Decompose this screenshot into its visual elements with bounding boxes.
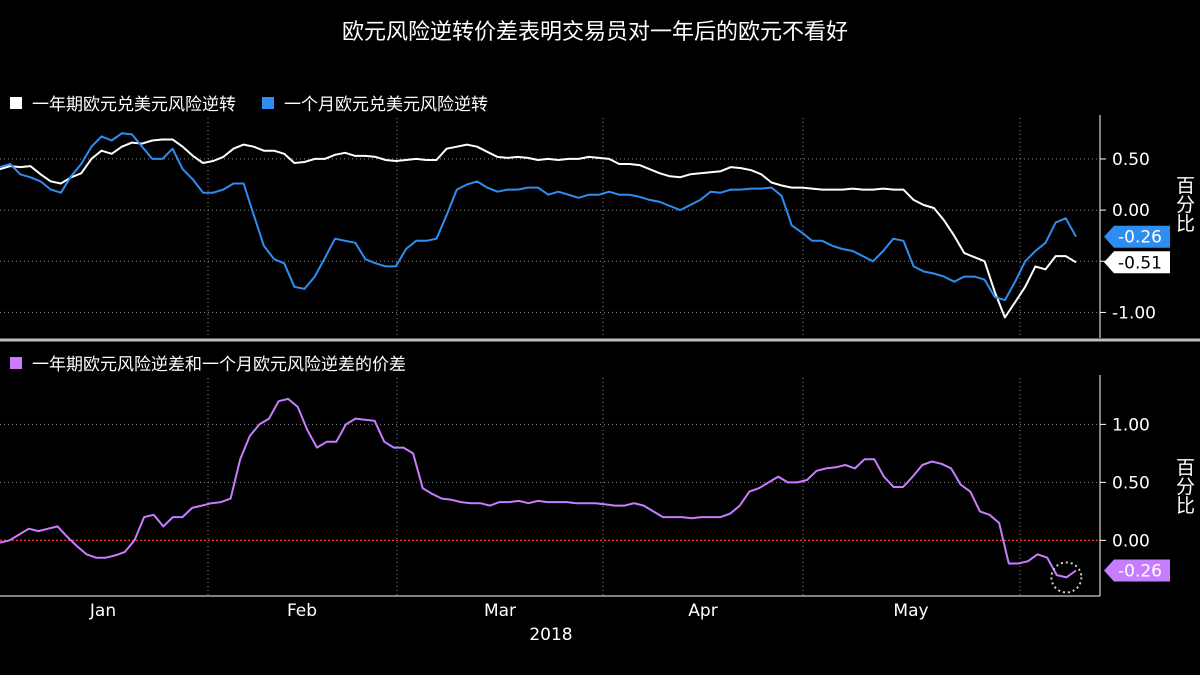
xtick-label-apr: Apr — [688, 601, 717, 621]
highlight-circle — [1050, 561, 1083, 594]
xtick-label-jan: Jan — [89, 601, 116, 621]
xtick-label-may: May — [893, 601, 928, 621]
series-line-0-1 — [0, 132, 1077, 302]
ytick-label-0-0: -1.00 — [1112, 303, 1156, 323]
legend-swatch-one-month — [262, 96, 274, 109]
legend-item-spread: 一年期欧元风险逆差和一个月欧元风险逆差的价差 — [10, 350, 406, 375]
unit-label-1: 百分比 — [1173, 458, 1195, 515]
last-value-tag-0-1 — [1104, 225, 1170, 248]
chart-title: 欧元风险逆转价差表明交易员对一年后的欧元不看好 — [341, 20, 848, 45]
legend-item-one-month: 一个月欧元兑美元风险逆转 — [262, 90, 488, 115]
legend-swatch-one-year — [10, 96, 22, 109]
ytick-label-0-2: 0.00 — [1112, 201, 1150, 221]
last-value-label-1-0: -0.26 — [1118, 561, 1162, 581]
xtick-year-label: 2018 — [529, 625, 572, 645]
last-value-tag-1-0 — [1104, 559, 1170, 582]
ytick-label-1-1: 0.50 — [1112, 473, 1150, 493]
ytick-label-1-0: 0.00 — [1112, 531, 1150, 551]
last-value-label-0-1: -0.26 — [1118, 228, 1162, 248]
series-line-0-0 — [0, 138, 1077, 319]
xtick-label-mar: Mar — [484, 601, 516, 621]
ytick-label-0-3: 0.50 — [1112, 150, 1150, 170]
top-legend: 一年期欧元兑美元风险逆转 一个月欧元兑美元风险逆转 — [10, 90, 514, 115]
ytick-label-1-2: 1.00 — [1112, 415, 1150, 435]
legend-label-one-month: 一个月欧元兑美元风险逆转 — [284, 95, 488, 115]
xtick-label-feb: Feb — [287, 601, 317, 621]
bottom-legend: 一年期欧元风险逆差和一个月欧元风险逆差的价差 — [10, 350, 432, 375]
series-line-1-0 — [0, 397, 1077, 579]
legend-label-one-year: 一年期欧元兑美元风险逆转 — [32, 95, 236, 115]
legend-swatch-spread — [10, 356, 22, 369]
last-value-tag-0-0 — [1104, 251, 1170, 274]
legend-label-spread: 一年期欧元风险逆差和一个月欧元风险逆差的价差 — [32, 355, 406, 375]
legend-item-one-year: 一年期欧元兑美元风险逆转 — [10, 90, 236, 115]
unit-label-0: 百分比 — [1173, 176, 1195, 233]
last-value-label-0-0: -0.51 — [1118, 253, 1162, 273]
